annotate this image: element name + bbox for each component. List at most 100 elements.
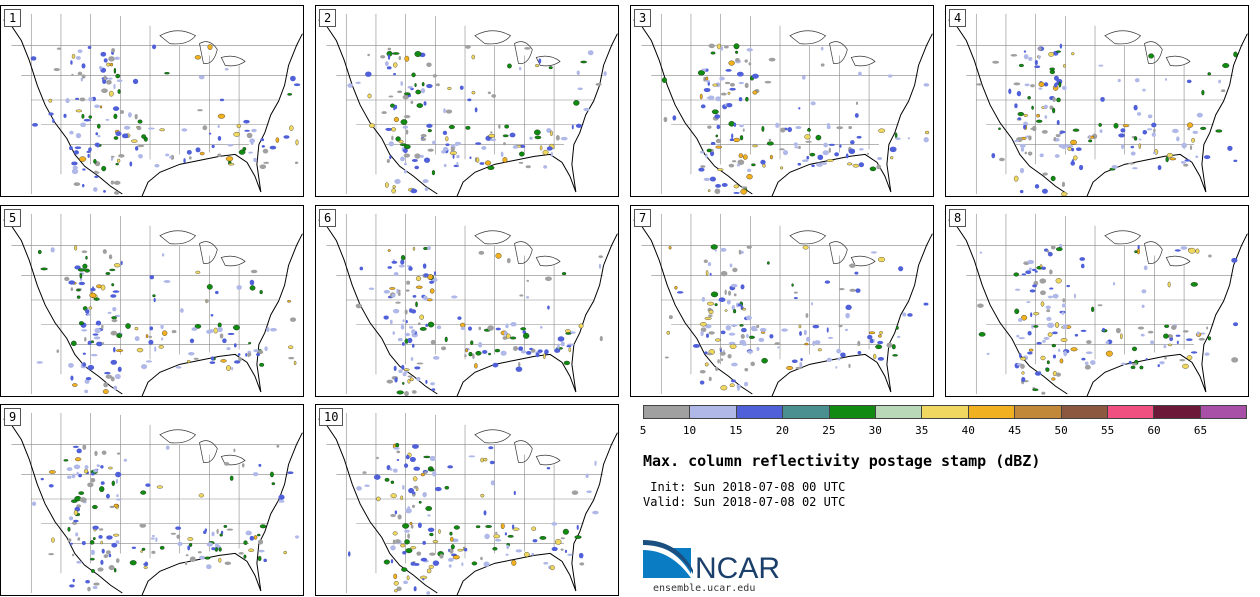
radar-echo: [1117, 78, 1121, 83]
radar-echo: [1145, 358, 1148, 361]
radar-echo: [48, 112, 54, 116]
radar-echo: [121, 133, 129, 139]
radar-echo: [75, 97, 80, 100]
conus-map: [318, 13, 618, 196]
radar-echo: [999, 157, 1005, 162]
ensemble-member-panel: 7: [630, 205, 934, 397]
radar-echo: [1067, 145, 1074, 148]
website-url: ensemble.ucar.edu: [653, 583, 756, 594]
radar-echo: [1024, 83, 1030, 87]
radar-echo: [419, 327, 427, 331]
great-lakes: [159, 429, 246, 466]
radar-echo: [367, 53, 370, 57]
radar-echo: [407, 85, 413, 89]
radar-echo: [728, 332, 736, 336]
radar-echo: [87, 482, 94, 488]
coastline: [3, 219, 303, 396]
radar-echo: [1088, 139, 1093, 143]
radar-echo: [185, 554, 189, 557]
radar-echo: [551, 546, 558, 552]
radar-echo: [67, 526, 71, 532]
radar-echo: [547, 305, 550, 310]
radar-echo: [1176, 340, 1179, 345]
radar-echo: [404, 144, 411, 150]
radar-echo: [1204, 352, 1210, 356]
radar-echo: [1027, 151, 1033, 156]
radar-echo: [1061, 85, 1067, 91]
radar-echo: [422, 578, 425, 581]
radar-echo: [1079, 257, 1086, 261]
radar-echo: [405, 548, 413, 554]
radar-echo: [586, 490, 592, 494]
radar-echo: [488, 352, 491, 356]
radar-echo: [293, 83, 301, 87]
radar-echo: [1232, 322, 1239, 327]
radar-echo: [453, 525, 460, 530]
radar-echo: [1151, 132, 1156, 137]
radar-echo: [1182, 330, 1189, 333]
radar-echo: [1220, 89, 1226, 92]
radar-echo: [444, 336, 448, 343]
radar-echo: [419, 154, 424, 158]
radar-echo: [400, 81, 403, 86]
radar-echo: [423, 295, 428, 301]
radar-echo: [136, 347, 144, 353]
radar-echo: [237, 353, 241, 356]
radar-echo: [700, 330, 704, 337]
radar-echo: [283, 550, 287, 555]
radar-echo: [518, 161, 524, 164]
radar-echo: [867, 334, 873, 340]
radar-echo: [389, 287, 396, 290]
radar-echo: [475, 142, 482, 145]
colorbar-segment: [783, 406, 830, 418]
radar-echo: [1141, 289, 1147, 294]
radar-echo: [725, 69, 732, 72]
radar-echo: [163, 280, 171, 283]
colorbar-tick-label: 40: [961, 424, 975, 437]
radar-echo: [735, 302, 740, 308]
radar-echo: [1013, 272, 1019, 277]
radar-echo: [259, 290, 263, 295]
radar-echo: [193, 357, 199, 360]
radar-echo: [81, 74, 86, 79]
radar-echo: [1165, 156, 1169, 163]
radar-echo: [90, 477, 96, 483]
coastline: [318, 219, 618, 396]
radar-echo: [129, 560, 137, 566]
radar-echo: [752, 144, 758, 148]
radar-echo: [66, 467, 73, 472]
radar-echo: [138, 153, 143, 159]
radar-echo: [852, 163, 860, 168]
radar-echo: [238, 357, 242, 362]
radar-echo: [414, 366, 421, 370]
colorbar-segment: [1154, 406, 1201, 418]
radar-echo: [404, 539, 410, 545]
radar-echo: [405, 454, 410, 460]
radar-echo: [708, 309, 714, 314]
radar-echo: [81, 63, 86, 69]
radar-echo: [560, 341, 565, 347]
radar-echo: [243, 119, 250, 124]
radar-echo: [495, 531, 498, 534]
radar-echo: [84, 469, 89, 474]
radar-echo: [402, 319, 405, 323]
radar-echo: [402, 125, 409, 129]
radar-echo: [817, 154, 824, 160]
radar-echo: [1115, 327, 1121, 334]
radar-echo: [79, 321, 84, 326]
radar-echo: [826, 357, 832, 363]
radar-echo: [699, 369, 706, 374]
radar-echo: [823, 142, 828, 148]
radar-echo: [105, 374, 113, 379]
radar-echo: [154, 163, 160, 168]
radar-echo: [503, 142, 506, 146]
radar-echo: [78, 281, 86, 286]
radar-echo: [1215, 129, 1223, 133]
radar-echo: [36, 361, 43, 364]
radar-echo: [76, 560, 82, 564]
radar-echo: [1047, 250, 1050, 254]
radar-echo: [506, 544, 510, 550]
radar-echo: [728, 60, 735, 66]
radar-echo: [506, 258, 511, 264]
radar-echo: [101, 165, 107, 172]
